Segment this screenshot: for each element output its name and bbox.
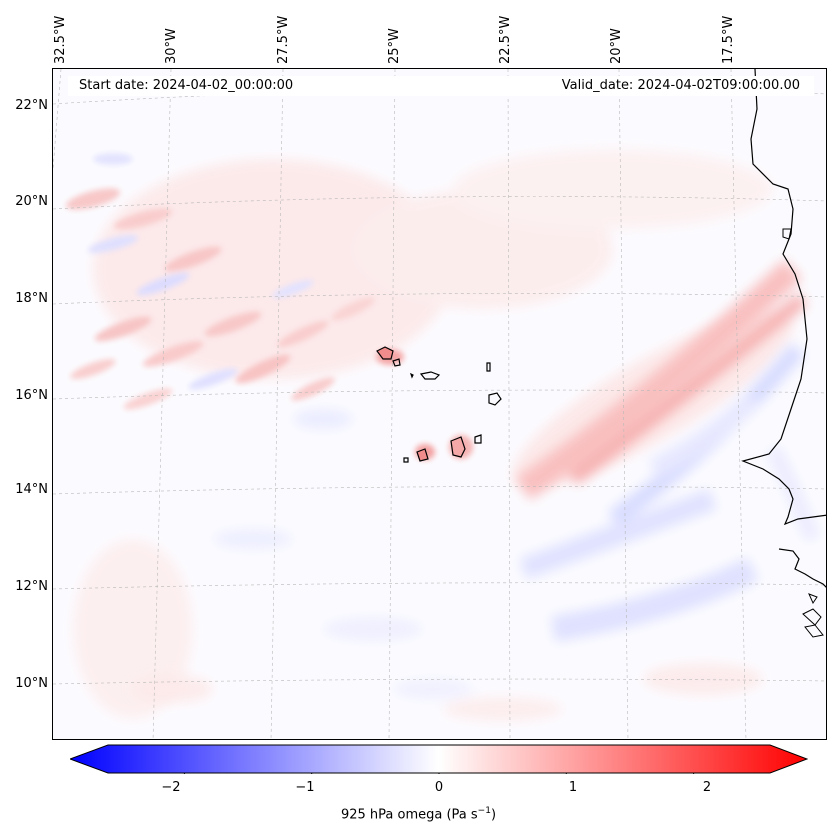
start-date-label: Start date: 2024-04-02_00:00:00 — [79, 78, 294, 93]
colorbar-label: 925 hPa omega (Pa s−1) — [0, 806, 837, 822]
valid-date-label: Valid_date: 2024-04-02T09:00:00.00 — [561, 78, 800, 93]
lat-label-16n: 16°N — [15, 388, 48, 403]
lat-label-10n: 10°N — [15, 676, 48, 691]
colorbar-label-prefix: 925 hPa omega (Pa s — [340, 807, 478, 823]
omega-map — [52, 68, 827, 740]
lon-label-17-5w: 17.5°W — [721, 15, 736, 64]
lat-label-12n: 12°N — [15, 579, 48, 594]
lon-label-27-5w: 27.5°W — [276, 15, 291, 64]
colorbar-tick-2: 2 — [702, 780, 712, 795]
colorbar-tick-0: 0 — [434, 780, 444, 795]
lon-label-30w: 30°W — [164, 28, 179, 64]
lon-label-22-5w: 22.5°W — [498, 15, 513, 64]
lat-label-14n: 14°N — [15, 482, 48, 497]
colorbar-label-exponent: −1 — [477, 806, 491, 816]
omega-field — [53, 69, 826, 739]
colorbar-tick-minus-2: −2 — [161, 780, 181, 795]
lat-label-22n: 22°N — [15, 98, 48, 113]
colorbar-tick-1: 1 — [568, 780, 578, 795]
lon-label-32-5w: 32.5°W — [53, 15, 68, 64]
date-header-box — [68, 76, 814, 96]
lat-label-18n: 18°N — [15, 291, 48, 306]
lon-label-25w: 25°W — [387, 28, 402, 64]
colorbar — [68, 744, 809, 777]
lat-label-20n: 20°N — [15, 194, 48, 209]
colorbar-gradient — [68, 744, 809, 777]
lon-label-20w: 20°W — [609, 28, 624, 64]
colorbar-label-suffix: ) — [490, 807, 497, 823]
colorbar-tick-minus-1: −1 — [295, 780, 315, 795]
